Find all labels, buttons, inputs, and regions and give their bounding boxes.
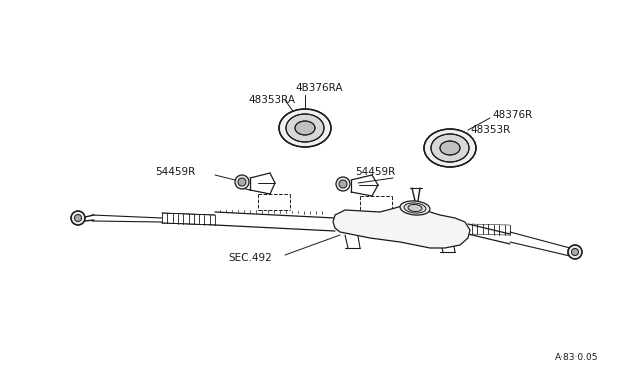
- Circle shape: [71, 211, 85, 225]
- Text: 54459R: 54459R: [155, 167, 195, 177]
- Ellipse shape: [404, 203, 426, 213]
- Circle shape: [74, 215, 81, 221]
- Ellipse shape: [424, 129, 476, 167]
- Text: SEC.492: SEC.492: [228, 253, 272, 263]
- Text: 54459R: 54459R: [355, 167, 396, 177]
- Text: 48353R: 48353R: [470, 125, 510, 135]
- Text: A·83·0.05: A·83·0.05: [555, 353, 598, 362]
- Circle shape: [572, 248, 579, 256]
- Ellipse shape: [408, 205, 422, 212]
- Text: 4B376RA: 4B376RA: [295, 83, 342, 93]
- Polygon shape: [333, 205, 470, 248]
- Circle shape: [336, 177, 350, 191]
- Circle shape: [568, 245, 582, 259]
- Text: 48376R: 48376R: [492, 110, 532, 120]
- Circle shape: [235, 175, 249, 189]
- Ellipse shape: [295, 121, 315, 135]
- Circle shape: [339, 180, 347, 188]
- Ellipse shape: [279, 109, 331, 147]
- Text: 48353RA: 48353RA: [248, 95, 295, 105]
- Ellipse shape: [431, 134, 469, 162]
- Ellipse shape: [400, 201, 430, 215]
- Circle shape: [238, 178, 246, 186]
- Ellipse shape: [286, 114, 324, 142]
- Ellipse shape: [440, 141, 460, 155]
